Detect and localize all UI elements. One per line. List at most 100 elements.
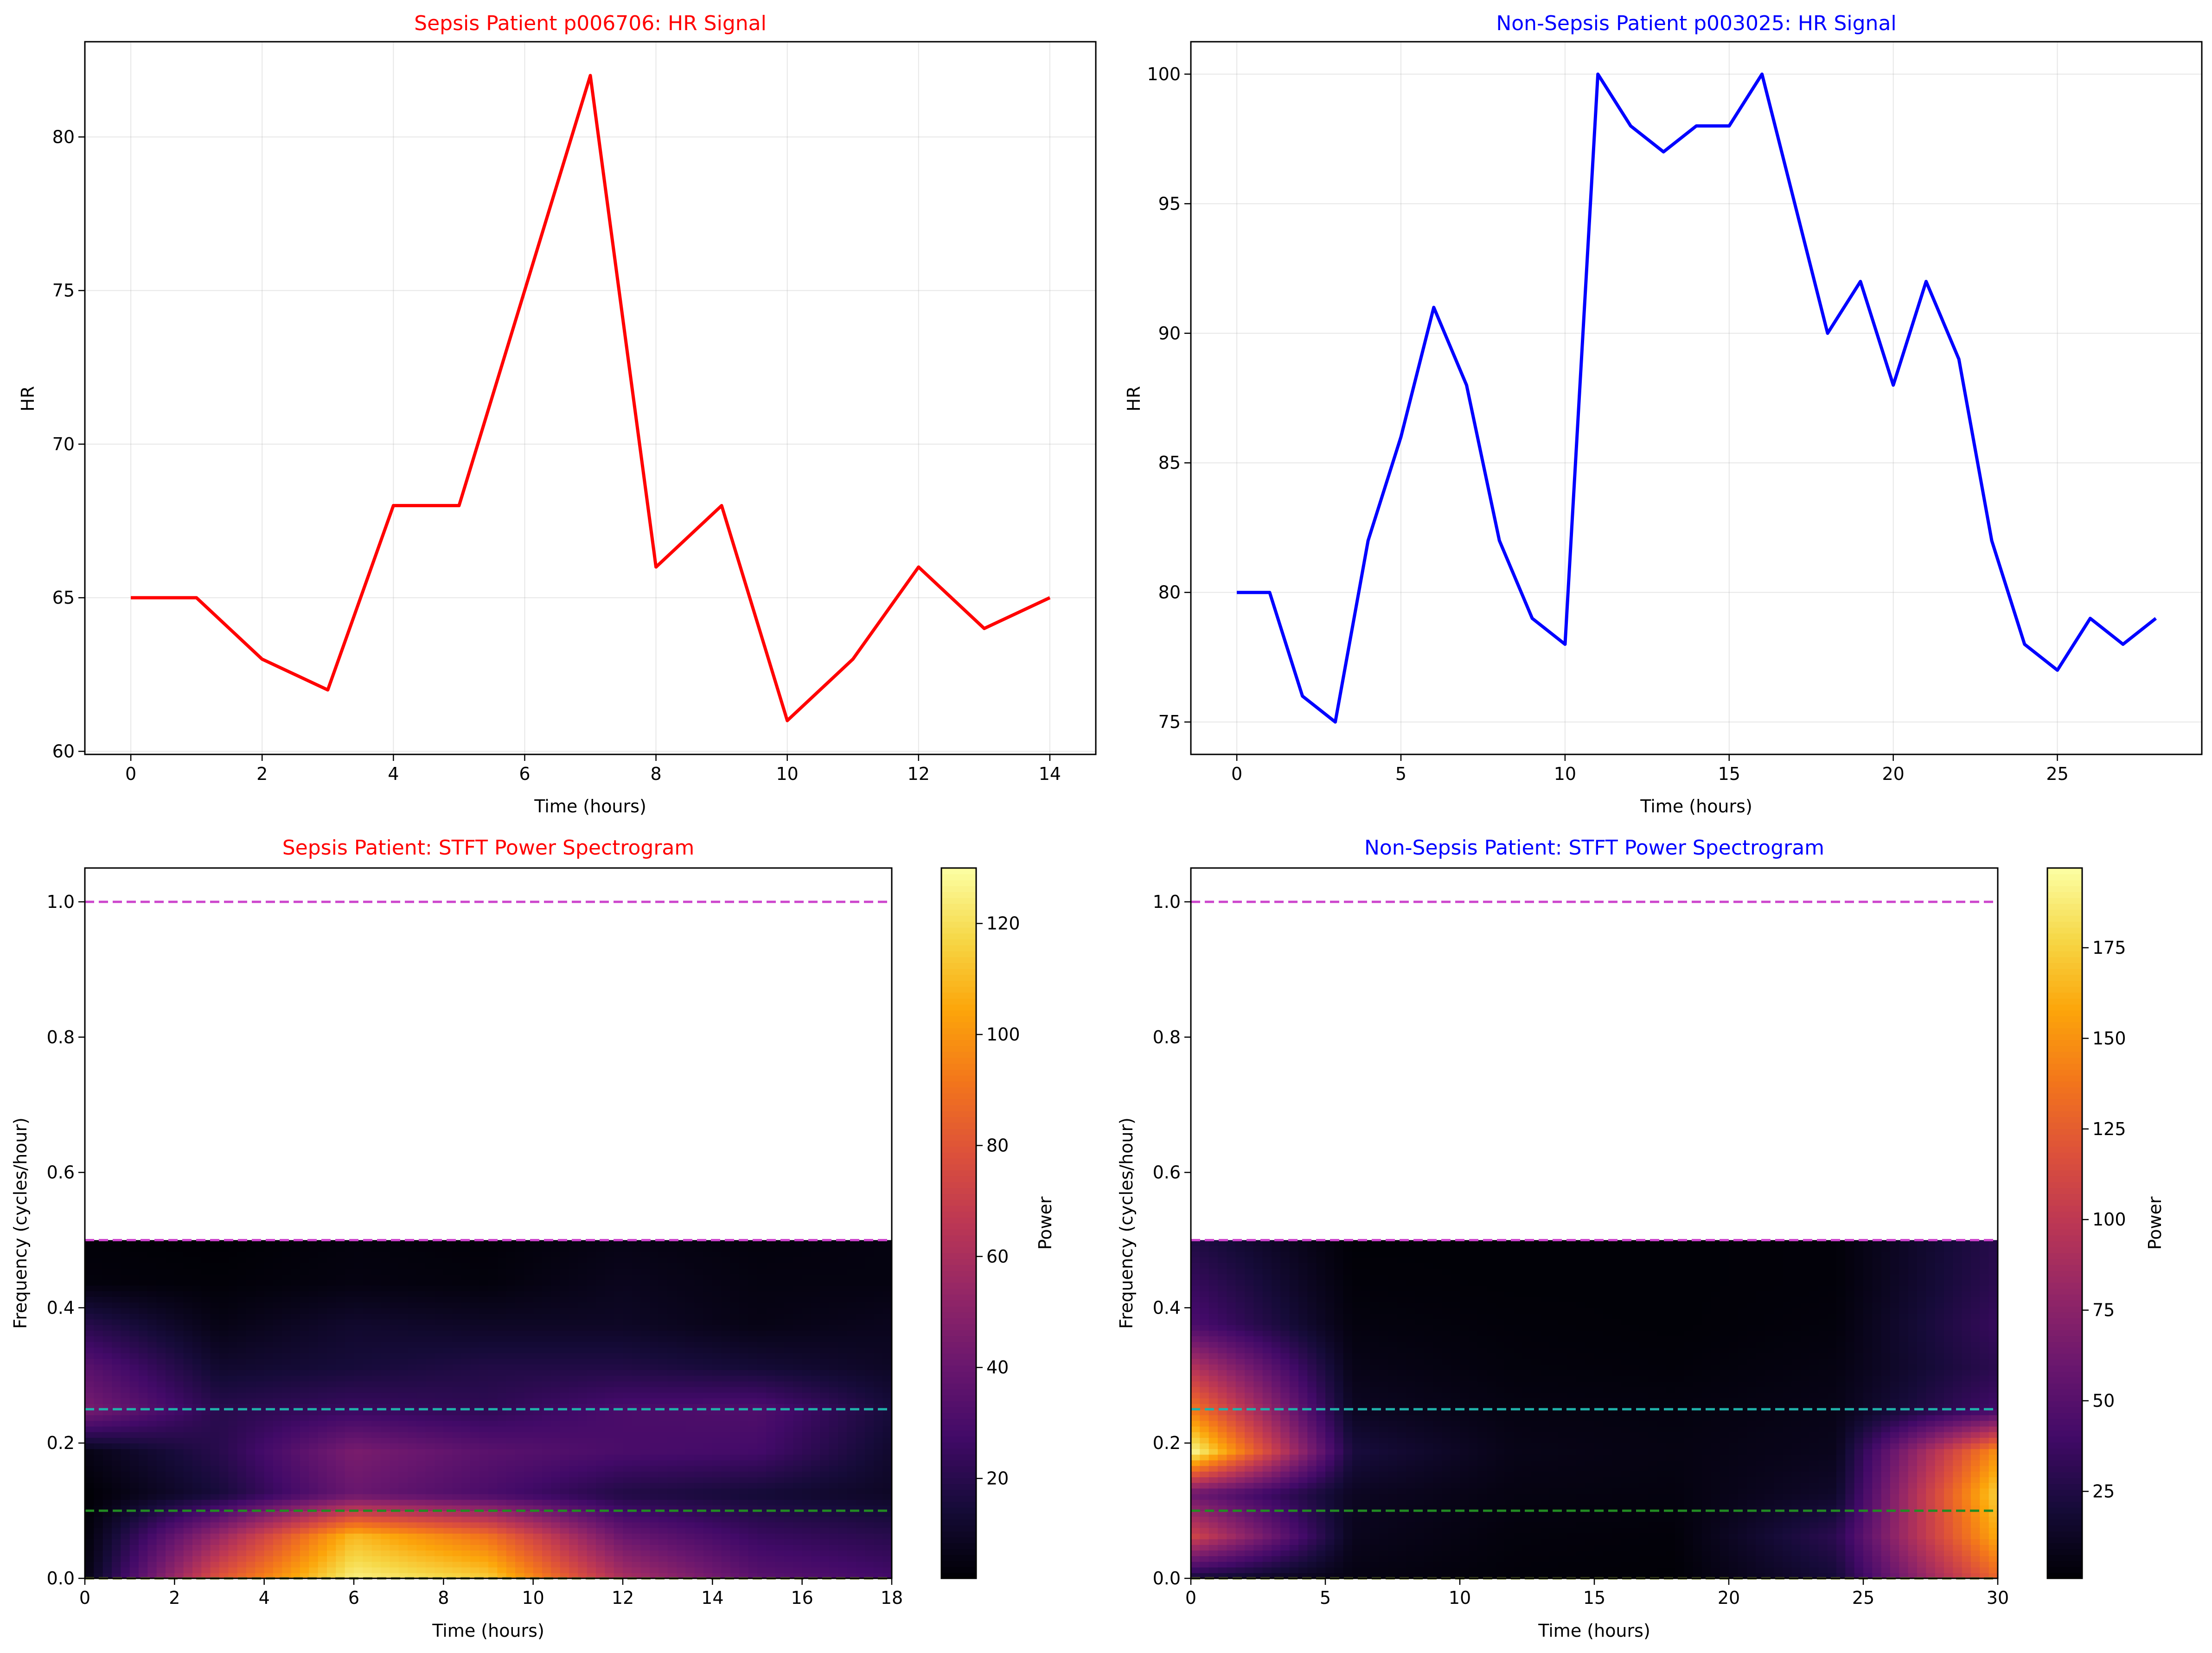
spectrogram-cell [219, 1443, 229, 1449]
spectrogram-cell [102, 1324, 112, 1331]
spectrogram-cell [748, 1302, 758, 1308]
spectrogram-cell [721, 1392, 731, 1398]
spectrogram-cell [381, 1493, 390, 1500]
spectrogram-cell [650, 1268, 659, 1275]
spectrogram-cell [273, 1364, 283, 1370]
spectrogram-cell [94, 1308, 103, 1314]
spectrogram-cell [408, 1358, 417, 1365]
spectrogram-cell [210, 1336, 220, 1342]
spectrogram-cell [282, 1279, 292, 1286]
spectrogram-cell [623, 1420, 633, 1427]
spectrogram-cell [685, 1268, 695, 1275]
spectrogram-cell [192, 1313, 202, 1320]
spectrogram-cell [461, 1245, 471, 1252]
spectrogram-cell [309, 1268, 319, 1275]
spectrogram-cell [712, 1319, 722, 1325]
spectrogram-cell [121, 1415, 130, 1421]
spectrogram-cell [470, 1353, 480, 1359]
spectrogram-cell [506, 1538, 516, 1545]
spectrogram-cell [488, 1409, 498, 1416]
spectrogram-cell [578, 1274, 588, 1280]
spectrogram-cell [166, 1426, 175, 1432]
spectrogram-cell [354, 1522, 364, 1528]
spectrogram-cell [416, 1516, 426, 1523]
spectrogram-cell [775, 1437, 785, 1443]
spectrogram-cell [739, 1471, 749, 1477]
spectrogram-cell [560, 1527, 569, 1534]
spectrogram-cell [784, 1449, 794, 1455]
spectrogram-cell [578, 1420, 588, 1427]
spectrogram-cell [632, 1477, 641, 1483]
spectrogram-cell [632, 1336, 641, 1342]
spectrogram-cell [435, 1499, 444, 1506]
spectrogram-cell [551, 1482, 561, 1489]
spectrogram-cell [524, 1443, 534, 1449]
spectrogram-cell [452, 1370, 462, 1376]
spectrogram-cell [793, 1511, 803, 1517]
spectrogram-cell [398, 1263, 408, 1269]
spectrogram-cell [784, 1556, 794, 1562]
spectrogram-cell [533, 1454, 543, 1461]
spectrogram-cell [435, 1443, 444, 1449]
spectrogram-cell [488, 1465, 498, 1472]
spectrogram-cell [327, 1245, 337, 1252]
spectrogram-cell [381, 1527, 390, 1534]
spectrogram-cell [542, 1319, 552, 1325]
spectrogram-cell [94, 1302, 103, 1308]
spectrogram-cell [416, 1527, 426, 1534]
spectrogram-cell [587, 1240, 596, 1246]
spectrogram-cell [273, 1477, 283, 1483]
spectrogram-cell [793, 1290, 803, 1297]
spectrogram-cell [775, 1409, 785, 1416]
spectrogram-cell [112, 1556, 121, 1562]
spectrogram-cell [300, 1398, 310, 1404]
spectrogram-cell [336, 1398, 345, 1404]
y-tick-label: 90 [1158, 323, 1181, 344]
spectrogram-cell [408, 1550, 417, 1557]
spectrogram-cell [551, 1263, 561, 1269]
spectrogram-cell [560, 1454, 569, 1461]
spectrogram-cell [147, 1268, 157, 1275]
spectrogram-cell [291, 1381, 300, 1387]
spectrogram-cell [255, 1392, 265, 1398]
spectrogram-cell [112, 1499, 121, 1506]
y-tick-label: 75 [1158, 712, 1181, 732]
spectrogram-cell [757, 1353, 767, 1359]
spectrogram-cell [112, 1257, 121, 1263]
spectrogram-cell [542, 1567, 552, 1573]
spectrogram-cell [694, 1437, 704, 1443]
spectrogram-cell [129, 1285, 139, 1291]
spectrogram-cell [515, 1375, 525, 1382]
spectrogram-cell [246, 1364, 256, 1370]
spectrogram-cell [85, 1538, 95, 1545]
spectrogram-cell [721, 1353, 731, 1359]
spectrogram-cell [201, 1370, 211, 1376]
spectrogram-cell [533, 1482, 543, 1489]
spectrogram-cell [578, 1550, 588, 1557]
spectrogram-cell [354, 1567, 364, 1573]
spectrogram-cell [811, 1358, 821, 1365]
spectrogram-cell [542, 1245, 552, 1252]
spectrogram-cell [677, 1330, 686, 1336]
spectrogram-cell [443, 1370, 453, 1376]
spectrogram-cell [739, 1251, 749, 1257]
spectrogram-cell [336, 1381, 345, 1387]
spectrogram-cell [327, 1263, 337, 1269]
spectrogram-cell [273, 1437, 283, 1443]
spectrogram-cell [623, 1545, 633, 1551]
spectrogram-cell [640, 1561, 650, 1568]
spectrogram-cell [282, 1313, 292, 1320]
spectrogram-cell [210, 1449, 220, 1455]
spectrogram-cell [129, 1296, 139, 1303]
spectrogram-cell [667, 1516, 677, 1523]
spectrogram-cell [479, 1319, 489, 1325]
spectrogram-cell [703, 1415, 713, 1421]
spectrogram-cell [658, 1431, 668, 1438]
spectrogram-cell [381, 1279, 390, 1286]
spectrogram-cell [183, 1290, 193, 1297]
spectrogram-cell [219, 1561, 229, 1568]
spectrogram-cell [210, 1538, 220, 1545]
spectrogram-cell [300, 1482, 310, 1489]
spectrogram-cell [721, 1511, 731, 1517]
